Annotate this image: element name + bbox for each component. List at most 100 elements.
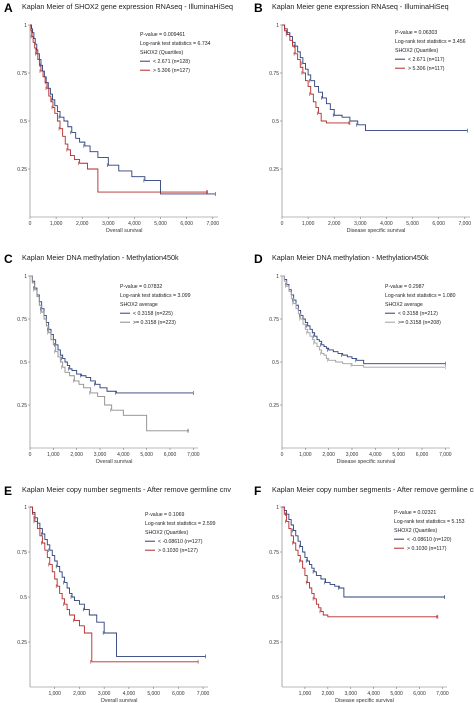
y-tick-label: 0.75 xyxy=(269,550,279,556)
panel-letter: B xyxy=(254,1,263,15)
x-axis-label: Overall survival xyxy=(96,459,133,465)
survival-curve-2 xyxy=(282,275,446,368)
stat-line: SHOX2 average xyxy=(120,302,158,308)
y-tick-label: 1 xyxy=(276,505,279,511)
panel-letter: C xyxy=(4,252,13,266)
y-tick-label: 0.25 xyxy=(17,640,27,646)
legend-entry: < -0.08610 (n=127) xyxy=(158,539,203,545)
stat-line: SHOX2 (Quartiles) xyxy=(140,50,184,56)
y-tick-label: 0.25 xyxy=(17,167,27,173)
y-tick-label: 0.5 xyxy=(272,595,279,601)
panel-a: A Kaplan Meier of SHOX2 gene expression R… xyxy=(4,1,233,234)
x-tick-label: 2,000 xyxy=(328,221,341,227)
panel-b: B Kaplan Meier gene expression RNAseq - I… xyxy=(254,1,471,234)
x-tick-label: 1,000 xyxy=(48,691,61,697)
y-tick-label: 0.5 xyxy=(272,360,279,366)
x-tick-label: 5,000 xyxy=(390,691,403,697)
x-tick-label: 3,000 xyxy=(346,452,359,458)
legend-entry: > 0.1030 (n=117) xyxy=(407,546,447,552)
x-tick-label: 2,000 xyxy=(322,691,335,697)
x-axis-label: Disease specific survival xyxy=(347,228,406,234)
x-tick-label: 6,000 xyxy=(432,221,445,227)
y-tick-label: 0.75 xyxy=(17,550,27,556)
x-tick-label: 3,000 xyxy=(354,221,367,227)
stat-line: SHOX2 (Quartiles) xyxy=(145,530,189,536)
stat-line: P-value = 0.02321 xyxy=(394,510,436,516)
stat-line: P-value = 0.07832 xyxy=(120,284,162,290)
survival-curve-2 xyxy=(30,275,189,432)
legend-entry: < 0.3158 (n=212) xyxy=(398,311,438,317)
x-tick-label: 1,000 xyxy=(47,452,60,458)
panel-e: E Kaplan Meier copy number segments - Aft… xyxy=(4,484,231,703)
x-tick-label: 6,000 xyxy=(416,452,429,458)
panel-c: C Kaplan Meier DNA methylation - Methylat… xyxy=(4,252,200,465)
x-tick-label: 4,000 xyxy=(369,452,382,458)
stat-line: Log-rank test statistics = 2.599 xyxy=(145,521,216,527)
survival-curve-2 xyxy=(282,506,438,618)
x-tick-label: 0 xyxy=(281,452,284,458)
x-tick-label: 3,000 xyxy=(102,221,115,227)
x-tick-label: 4,000 xyxy=(123,691,136,697)
survival-curve-1 xyxy=(282,506,445,598)
legend-entry: > 0.1030 (n=127) xyxy=(158,548,198,554)
x-tick-label: 7,000 xyxy=(439,452,452,458)
y-tick-label: 0.5 xyxy=(272,119,279,125)
survival-curve-2 xyxy=(30,24,208,193)
x-tick-label: 1,000 xyxy=(302,221,315,227)
x-tick-label: 0 xyxy=(29,221,32,227)
legend-entry: >= 0.3158 (n=208) xyxy=(398,320,441,326)
x-tick-label: 3,000 xyxy=(98,691,111,697)
stat-line: Log-rank test statistics = 1.080 xyxy=(385,293,456,299)
y-tick-label: 0.5 xyxy=(20,595,27,601)
x-tick-label: 4,000 xyxy=(367,691,380,697)
y-tick-label: 1 xyxy=(276,274,279,280)
y-tick-label: 0.75 xyxy=(17,71,27,77)
stat-line: SHOX2 average xyxy=(385,302,423,308)
x-tick-label: 3,000 xyxy=(94,452,107,458)
panel-title: Kaplan Meier of SHOX2 gene expression RN… xyxy=(22,2,233,11)
x-tick-label: 2,000 xyxy=(76,221,89,227)
legend-entry: > 5.306 (n=117) xyxy=(408,66,445,72)
panel-f: F Kaplan Meier copy number segments - Aft… xyxy=(254,484,474,703)
stat-line: P-value = 0.009461 xyxy=(140,32,185,38)
y-tick-label: 0.5 xyxy=(20,360,27,366)
stat-line: Log-rank test statistics = 3.099 xyxy=(120,293,191,299)
panel-d: D Kaplan Meier DNA methylation - Methylat… xyxy=(254,252,456,465)
x-tick-label: 7,000 xyxy=(436,691,449,697)
stat-line: Log-rank test statistics = 5.153 xyxy=(394,519,465,525)
y-tick-label: 1 xyxy=(24,23,27,29)
y-tick-label: 0.25 xyxy=(269,403,279,409)
x-axis-label: Disease specific survival xyxy=(337,459,396,465)
x-tick-label: 5,000 xyxy=(147,691,160,697)
panel-title: Kaplan Meier DNA methylation - Methylati… xyxy=(22,253,179,262)
y-tick-label: 0.75 xyxy=(17,317,27,323)
x-tick-label: 4,000 xyxy=(380,221,393,227)
x-tick-label: 1,000 xyxy=(299,691,312,697)
x-tick-label: 7,000 xyxy=(187,452,200,458)
survival-curve-1 xyxy=(30,275,194,394)
panel-title: Kaplan Meier gene expression RNAseq - Il… xyxy=(272,2,449,11)
x-tick-label: 1,000 xyxy=(299,452,312,458)
survival-curve-2 xyxy=(30,506,199,663)
y-tick-label: 1 xyxy=(24,274,27,280)
x-tick-label: 2,000 xyxy=(73,691,86,697)
survival-curve-2 xyxy=(282,24,350,124)
x-tick-label: 6,000 xyxy=(413,691,426,697)
panel-letter: A xyxy=(4,1,13,15)
y-tick-label: 0.25 xyxy=(269,640,279,646)
survival-curve-1 xyxy=(282,24,468,132)
y-tick-label: 0.75 xyxy=(269,317,279,323)
x-tick-label: 2,000 xyxy=(70,452,83,458)
y-tick-label: 1 xyxy=(24,505,27,511)
legend-entry: < 2.671 (n=117) xyxy=(408,57,445,63)
x-tick-label: 6,000 xyxy=(172,691,185,697)
x-tick-label: 7,000 xyxy=(459,221,472,227)
stat-line: P-value = 0.1069 xyxy=(145,512,184,518)
y-tick-label: 0.25 xyxy=(269,167,279,173)
x-axis-label: Overall survival xyxy=(101,698,138,703)
legend-entry: >= 0.3158 (n=223) xyxy=(133,320,176,326)
y-tick-label: 0.25 xyxy=(17,403,27,409)
legend-entry: < -0.08610 (n=120) xyxy=(407,537,452,543)
x-tick-label: 2,000 xyxy=(322,452,335,458)
